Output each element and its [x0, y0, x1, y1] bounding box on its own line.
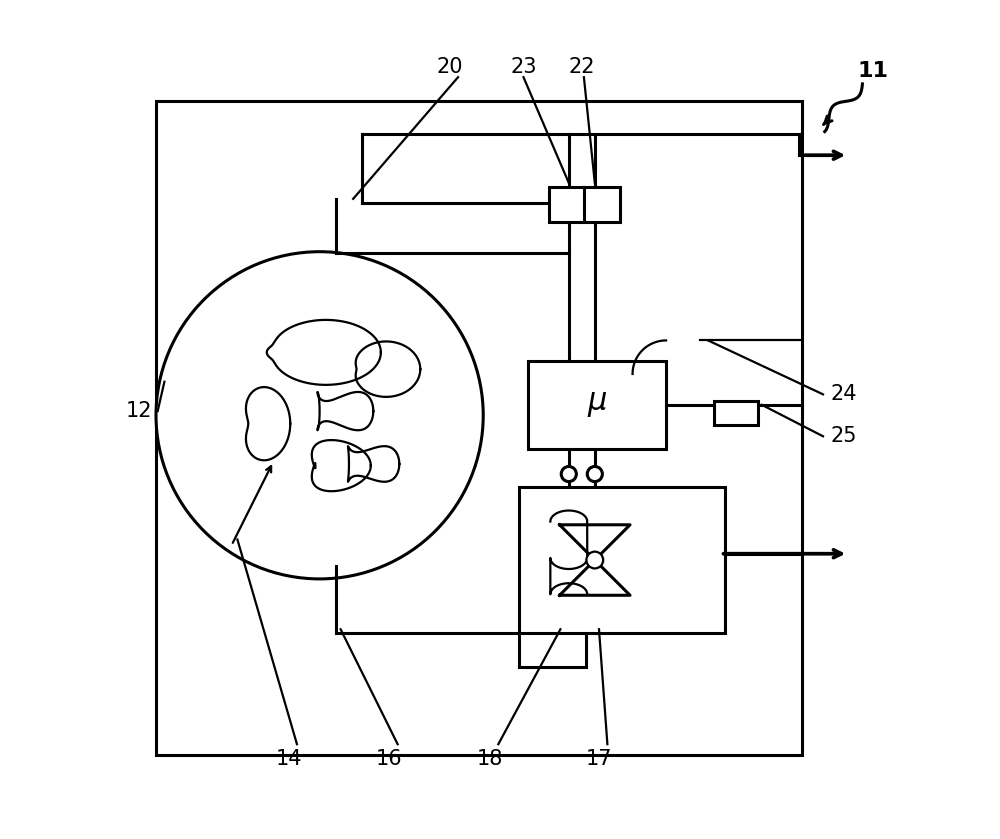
Text: 25: 25: [831, 426, 857, 446]
Circle shape: [586, 552, 603, 569]
Text: 22: 22: [569, 57, 595, 77]
Bar: [714, 401, 758, 425]
Bar: [519, 487, 725, 633]
Text: $\mu$: $\mu$: [587, 390, 607, 420]
Circle shape: [587, 466, 602, 482]
Text: 18: 18: [477, 749, 503, 769]
Bar: [156, 101, 802, 755]
Text: 14: 14: [275, 749, 302, 769]
Text: 23: 23: [510, 57, 537, 77]
Text: 24: 24: [831, 384, 857, 404]
Circle shape: [561, 466, 576, 482]
Text: 17: 17: [586, 749, 612, 769]
Bar: [528, 361, 666, 449]
Text: 20: 20: [436, 57, 463, 77]
Circle shape: [156, 252, 483, 579]
Text: 16: 16: [376, 749, 403, 769]
Text: 12: 12: [126, 401, 152, 421]
Bar: [549, 187, 620, 222]
Text: 11: 11: [858, 61, 889, 81]
